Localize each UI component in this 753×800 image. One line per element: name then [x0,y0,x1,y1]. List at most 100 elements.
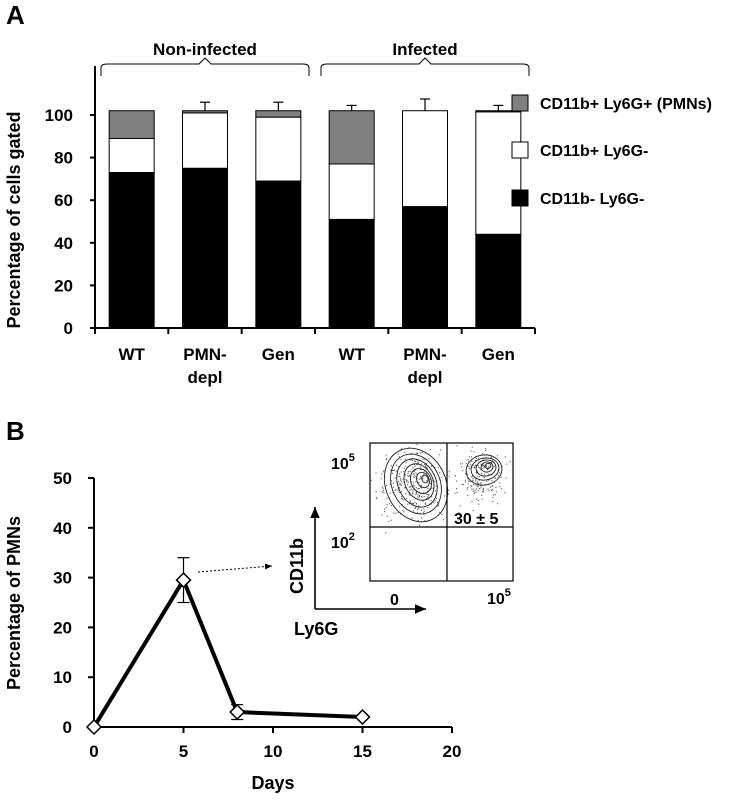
inset-dot [478,457,480,459]
inset-dot [427,493,429,496]
inset-dot [432,487,434,489]
inset-dot [475,491,477,493]
inset-dot [415,452,417,454]
inset-dot [409,489,411,491]
inset-dot [469,467,471,469]
inset-dot [411,502,413,504]
inset-dot [483,473,486,475]
inset-dot [403,467,406,469]
inset-gate-value: 30 ± 5 [454,511,498,528]
inset-dot [399,505,401,507]
inset-dot [406,497,408,499]
panel-a-legend: CD11b+ Ly6G+ (PMNs) CD11b+ Ly6G- CD11b- Ly… [511,94,712,208]
inset-dot [482,490,484,493]
inset-contour-right [480,461,494,473]
inset-y-tick-high: 105 [331,452,355,473]
inset-dot [473,467,475,469]
inset-dot [477,466,480,468]
bar-6-cd11b-ly6g- [475,111,522,235]
inset-dot [375,491,377,493]
inset-dot [473,492,475,495]
inset-dot [497,503,499,505]
inset-dot [434,500,436,502]
inset-dot [414,474,416,476]
inset-dot [382,490,385,492]
inset-dot [472,490,474,492]
inset-dot [470,450,472,452]
inset-dot [478,490,480,492]
inset-dot [471,476,473,478]
inset-dot [461,466,463,468]
inset-dot [383,471,385,473]
inset-dot [467,466,469,468]
inset-dot [409,501,411,503]
inset-dot [467,494,469,497]
inset-dot [471,500,473,502]
inset-dot [456,445,458,447]
inset-contour-right [465,454,503,486]
inset-dot [496,491,498,493]
panel-b-y-axis-title: Percentage of PMNs [4,516,24,690]
inset-dot [405,478,407,481]
inset-dot [381,473,383,475]
inset-contour-plot [369,442,514,582]
inset-dot [414,465,416,467]
panel-a-axes: WT PMN-depl Gen WT PMN-depl Gen 0 20 40 60 80 100 [45,66,536,387]
inset-dot [465,462,467,465]
inset-dot [477,464,479,467]
inset-dot [499,486,501,488]
inset-dot [383,492,385,494]
inset-dot [410,485,412,488]
inset-dot [490,486,492,488]
panel-b-x-tick-label: 10 [264,742,283,761]
inset-dot [464,479,466,481]
inset-dot [487,488,489,490]
panel-a-category-label: WT [338,345,365,364]
inset-dot [460,463,462,465]
inset-dot [400,479,402,481]
inset-x-label: Ly6G [294,619,338,639]
inset-dot [397,511,399,514]
inset-dot [485,449,487,452]
inset-dot [407,481,409,483]
inset-dot [429,449,431,451]
panel-b-y-tick-label: 30 [53,569,72,588]
inset-dot [400,496,403,498]
inset-dot [499,482,501,484]
inset-dot [394,490,396,492]
inset-dot [380,478,382,480]
inset-dot [395,464,398,466]
inset-dot [385,459,387,461]
inset-dot [416,464,418,466]
inset-dot [412,467,414,469]
inset-dot [398,456,400,458]
inset-dot [423,510,425,512]
bar-1-cd11b-ly6g- [108,172,155,329]
inset-dot [428,495,430,497]
panel-a-category-label-line2: depl [408,368,443,387]
inset-dot [411,517,413,519]
inset-dot [505,477,507,479]
inset-dot [404,458,406,460]
inset-contour-left [396,458,438,508]
inset-dot [491,479,493,481]
inset-dot [389,483,391,485]
inset-dot [399,483,401,485]
inset-contour-left [409,468,433,494]
inset-dot [464,473,467,475]
inset-dot [483,466,485,468]
inset-dot [408,475,410,478]
inset-dot [408,486,410,488]
inset-dot [480,469,482,471]
inset-dot [425,503,427,505]
panel-a-y-tick-label: 40 [54,234,73,253]
legend-label: CD11b+ Ly6G+ (PMNs) [540,96,712,113]
inset-dot [418,495,420,497]
inset-dot [400,481,402,483]
bar-2-cd11b-ly6g-pmns- [182,110,228,114]
inset-dot [480,463,482,465]
inset-dot [393,486,395,488]
inset-dot [407,475,409,477]
inset-dot [477,475,479,477]
inset-contour-left [421,474,429,484]
